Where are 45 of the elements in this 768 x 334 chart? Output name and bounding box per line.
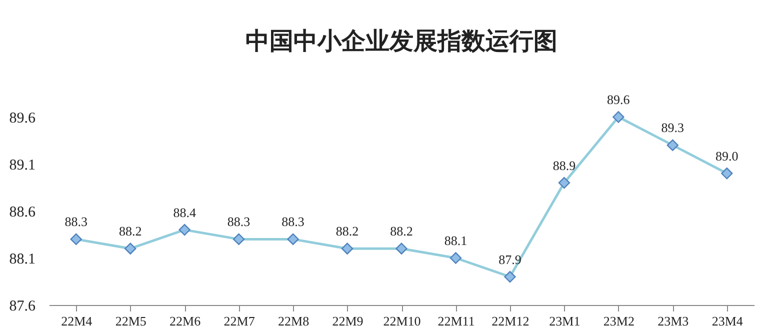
x-tick-label: 23M2 bbox=[603, 314, 634, 328]
point bbox=[721, 168, 733, 180]
point bbox=[232, 233, 245, 246]
y-tick-label: 89.1 bbox=[9, 158, 36, 174]
x-tick-label: 22M6 bbox=[170, 314, 202, 328]
point bbox=[504, 270, 516, 283]
x-tick-label: 22M11 bbox=[438, 314, 475, 328]
data-label: 88.2 bbox=[390, 224, 413, 239]
x-tick-label: 22M7 bbox=[224, 314, 256, 328]
point bbox=[70, 233, 82, 246]
x-tick-label: 23M4 bbox=[712, 314, 744, 328]
x-tick-label: 23M1 bbox=[549, 314, 580, 328]
point bbox=[396, 242, 408, 254]
data-label: 88.2 bbox=[336, 224, 359, 239]
data-label: 89.3 bbox=[661, 120, 684, 136]
point bbox=[450, 252, 462, 264]
y-tick-label: 87.6 bbox=[9, 298, 36, 314]
x-tick-label: 22M8 bbox=[278, 314, 310, 328]
x-tick-label: 22M12 bbox=[492, 314, 530, 328]
chart-title: 中国中小企业发展指数运行图 bbox=[246, 28, 558, 55]
data-label: 88.4 bbox=[173, 204, 196, 220]
point bbox=[666, 139, 678, 152]
x-tick-label: 22M5 bbox=[115, 314, 146, 328]
x-tick-label: 22M9 bbox=[332, 314, 364, 328]
data-label: 88.2 bbox=[118, 224, 142, 239]
point bbox=[124, 242, 136, 254]
point bbox=[558, 176, 570, 189]
point bbox=[341, 242, 354, 254]
data-label: 88.3 bbox=[282, 214, 304, 230]
data-label: 87.9 bbox=[498, 252, 522, 267]
data-label: 89.6 bbox=[607, 92, 630, 107]
point bbox=[178, 224, 190, 236]
point bbox=[287, 233, 299, 246]
y-tick-label: 89.6 bbox=[9, 110, 36, 126]
x-tick-label: 22M4 bbox=[61, 314, 93, 328]
point bbox=[612, 111, 624, 123]
x-tick-label: 22M10 bbox=[383, 314, 421, 328]
data-label: 88.3 bbox=[64, 214, 88, 230]
data-label: 88.3 bbox=[227, 214, 250, 230]
data-label: 88.1 bbox=[444, 233, 468, 248]
x-tick-label: 23M3 bbox=[658, 314, 689, 328]
data-label: 89.0 bbox=[716, 148, 738, 164]
y-tick-label: 88.1 bbox=[9, 252, 36, 268]
data-label: 88.9 bbox=[552, 158, 576, 173]
y-tick-label: 88.6 bbox=[9, 204, 36, 220]
